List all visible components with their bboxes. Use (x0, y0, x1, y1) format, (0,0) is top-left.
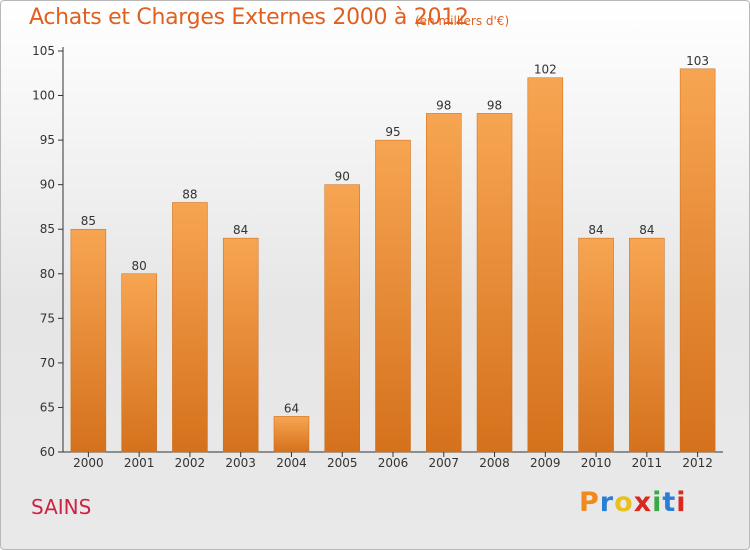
x-tick-label: 2002 (175, 456, 206, 470)
bar-value-label: 98 (436, 98, 451, 112)
bar (578, 237, 614, 453)
bar-value-label: 80 (132, 259, 147, 273)
bar (476, 113, 513, 453)
bar-value-label: 102 (534, 63, 557, 77)
y-tick-label: 80 (40, 267, 55, 281)
logo-letter: o (614, 487, 634, 518)
x-tick-label: 2008 (479, 456, 510, 470)
bar (629, 237, 665, 453)
bar (679, 68, 716, 453)
y-tick-label: 100 (32, 89, 55, 103)
bar-value-label: 84 (639, 223, 654, 237)
commune-name: SAINS (31, 495, 92, 519)
bar (172, 202, 208, 453)
proxiti-logo[interactable]: Proxiti (579, 487, 687, 518)
bar-value-label: 95 (385, 125, 400, 139)
logo-letter: i (676, 487, 687, 518)
bar-value-label: 90 (335, 170, 350, 184)
bar (375, 139, 411, 453)
x-tick-label: 2011 (632, 456, 663, 470)
y-tick-label: 95 (40, 133, 55, 147)
bar (273, 416, 310, 453)
bar-value-label: 84 (233, 223, 248, 237)
x-tick-label: 2007 (428, 456, 459, 470)
y-tick-label: 90 (40, 178, 55, 192)
y-tick-label: 105 (32, 44, 55, 58)
logo-letter: r (599, 487, 615, 518)
logo-letter: P (579, 487, 600, 518)
x-tick-label: 2001 (124, 456, 155, 470)
logo-letter: x (633, 487, 653, 518)
bar-value-label: 64 (284, 401, 299, 415)
bar-value-label: 88 (182, 187, 197, 201)
y-tick-label: 75 (40, 311, 55, 325)
bar (324, 184, 360, 453)
y-tick-label: 70 (40, 356, 55, 370)
y-tick-label: 60 (40, 445, 55, 459)
bar (426, 113, 462, 453)
bar-value-label: 84 (588, 223, 603, 237)
y-tick-label: 65 (40, 400, 55, 414)
x-tick-label: 2012 (682, 456, 713, 470)
x-tick-label: 2009 (530, 456, 561, 470)
bar (70, 228, 107, 453)
chart-title: Achats et Charges Externes 2000 à 2012 (29, 5, 469, 30)
x-tick-label: 2003 (225, 456, 256, 470)
x-tick-label: 2000 (73, 456, 104, 470)
bar-value-label: 85 (81, 214, 96, 228)
x-tick-label: 2010 (581, 456, 612, 470)
bar (121, 273, 157, 453)
x-tick-label: 2006 (378, 456, 409, 470)
bar-value-label: 103 (686, 54, 709, 68)
bar-value-label: 98 (487, 98, 502, 112)
logo-letter: i (652, 487, 663, 518)
chart-subtitle: (en milliers d'€) (415, 14, 510, 28)
logo-letter: t (662, 487, 677, 518)
bar (527, 77, 564, 453)
bar (222, 237, 259, 453)
y-tick-label: 85 (40, 222, 55, 236)
x-tick-label: 2005 (327, 456, 358, 470)
x-tick-label: 2004 (276, 456, 307, 470)
